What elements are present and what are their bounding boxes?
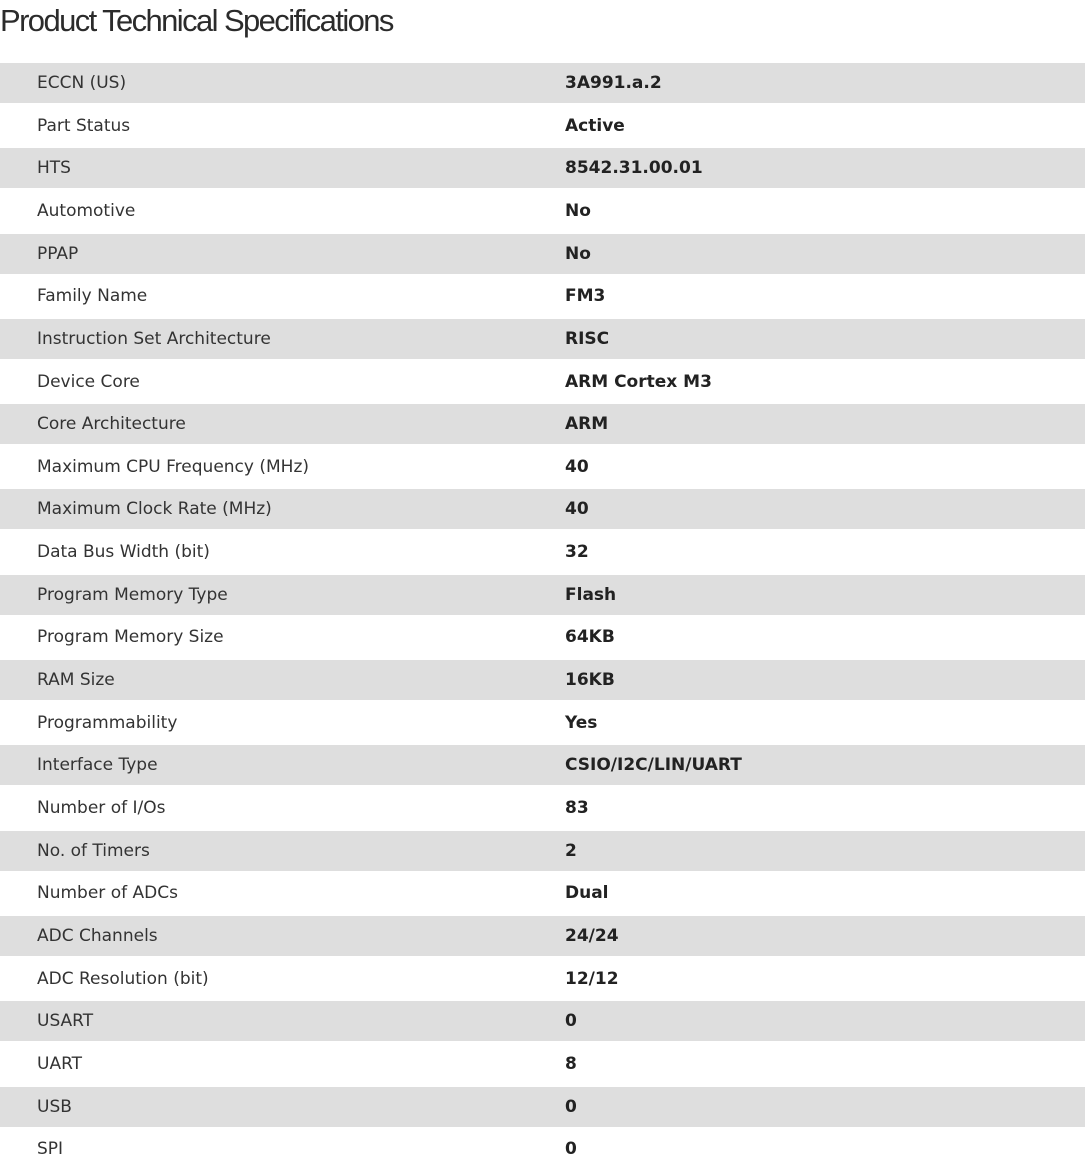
spec-row: Device Core ARM Cortex M3: [0, 358, 1085, 405]
spec-value: ARM: [565, 414, 609, 435]
spec-row: Family Name FM3: [0, 273, 1085, 319]
spec-label: Maximum CPU Frequency (MHz): [37, 456, 309, 477]
spec-label: Data Bus Width (bit): [37, 542, 210, 563]
spec-value: 0: [565, 1139, 577, 1160]
spec-label: Number of ADCs: [37, 883, 178, 904]
spec-row: Core Architecture ARM: [0, 404, 1085, 445]
spec-label: SPI: [37, 1139, 64, 1160]
spec-label: No. of Timers: [37, 840, 150, 861]
spec-value: 40: [565, 499, 589, 520]
spec-label: Interface Type: [37, 755, 158, 776]
spec-value: Dual: [565, 883, 609, 904]
spec-value: 8: [565, 1053, 577, 1074]
spec-label: USB: [37, 1096, 72, 1117]
spec-label: ADC Channels: [37, 925, 158, 946]
spec-value: ARM Cortex M3: [565, 371, 712, 392]
spec-row: Number of ADCs Dual: [0, 870, 1085, 916]
spec-row: Part Status Active: [0, 103, 1085, 149]
spec-label: PPAP: [37, 243, 79, 264]
spec-label: Instruction Set Architecture: [37, 328, 271, 349]
spec-value: 12/12: [565, 968, 619, 989]
spec-row: ADC Channels 24/24: [0, 915, 1085, 956]
spec-value: Active: [565, 115, 625, 136]
spec-value: 40: [565, 456, 589, 477]
spec-label: Automotive: [37, 200, 136, 221]
spec-label: Family Name: [37, 286, 148, 307]
spec-row: Data Bus Width (bit) 32: [0, 529, 1085, 575]
spec-label: Program Memory Size: [37, 627, 224, 648]
page-title: Product Technical Specifications: [0, 3, 394, 38]
spec-value: CSIO/I2C/LIN/UART: [565, 755, 742, 776]
spec-label: Device Core: [37, 371, 140, 392]
spec-label: Maximum Clock Rate (MHz): [37, 499, 272, 520]
spec-value: 0: [565, 1096, 577, 1117]
spec-value: 3A991.a.2: [565, 73, 662, 93]
spec-row: Program Memory Size 64KB: [0, 614, 1085, 661]
spec-row: No. of Timers 2: [0, 830, 1085, 871]
spec-label: Programmability: [37, 712, 178, 733]
spec-value: FM3: [565, 286, 606, 307]
spec-row: Programmability Yes: [0, 700, 1085, 746]
spec-label: RAM Size: [37, 670, 115, 691]
spec-value: Yes: [565, 712, 598, 733]
spec-label: ADC Resolution (bit): [37, 968, 209, 989]
spec-label: Part Status: [37, 115, 131, 136]
spec-row: UART 8: [0, 1041, 1085, 1087]
spec-row: Interface Type CSIO/I2C/LIN/UART: [0, 745, 1085, 786]
spec-row: PPAP No: [0, 233, 1085, 274]
spec-row: ECCN (US) 3A991.a.2: [0, 63, 1085, 103]
spec-label: ECCN (US): [37, 73, 127, 93]
spec-row: RAM Size 16KB: [0, 660, 1085, 701]
spec-value: 2: [565, 840, 577, 861]
spec-label: UART: [37, 1053, 83, 1074]
spec-label: USART: [37, 1011, 94, 1032]
spec-value: 16KB: [565, 670, 615, 691]
spec-row: HTS 8542.31.00.01: [0, 148, 1085, 189]
spec-label: Program Memory Type: [37, 584, 228, 605]
spec-row: USB 0: [0, 1086, 1085, 1127]
spec-value: No: [565, 200, 591, 221]
spec-value: 24/24: [565, 925, 619, 946]
spec-value: Flash: [565, 584, 617, 605]
spec-label: Number of I/Os: [37, 798, 166, 819]
spec-row: Maximum CPU Frequency (MHz) 40: [0, 444, 1085, 490]
spec-value: 32: [565, 542, 589, 563]
spec-row: ADC Resolution (bit) 12/12: [0, 955, 1085, 1002]
spec-value: 8542.31.00.01: [565, 158, 703, 179]
spec-row: Automotive No: [0, 188, 1085, 234]
spec-table: ECCN (US) 3A991.a.2 Part Status Active HTS 85…: [0, 63, 1085, 1172]
spec-row: Number of I/Os 83: [0, 785, 1085, 831]
spec-label: Core Architecture: [37, 414, 186, 435]
spec-value: No: [565, 243, 591, 264]
spec-label: HTS: [37, 158, 71, 179]
spec-row: SPI 0: [0, 1126, 1085, 1172]
spec-value: 64KB: [565, 627, 615, 648]
spec-row: Instruction Set Architecture RISC: [0, 318, 1085, 359]
spec-row: Maximum Clock Rate (MHz) 40: [0, 489, 1085, 530]
spec-value: RISC: [565, 328, 610, 349]
spec-row: Program Memory Type Flash: [0, 574, 1085, 615]
spec-row: USART 0: [0, 1001, 1085, 1042]
spec-value: 0: [565, 1011, 577, 1032]
spec-value: 83: [565, 798, 589, 819]
